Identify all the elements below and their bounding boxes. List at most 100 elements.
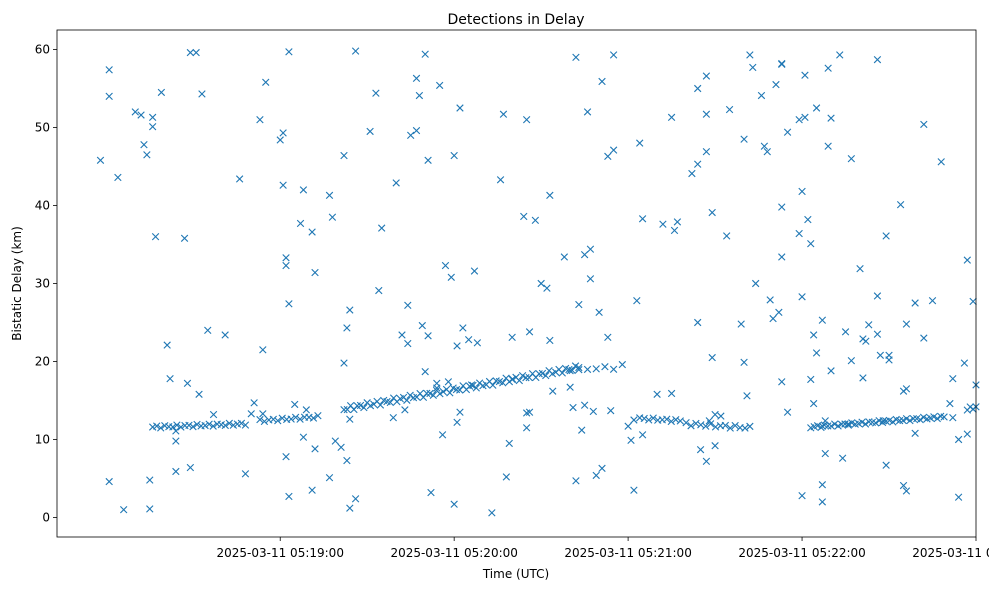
data-point	[583, 365, 592, 374]
data-point	[911, 299, 919, 307]
data-point	[861, 420, 870, 428]
data-point	[546, 336, 554, 345]
data-point	[225, 419, 233, 427]
data-point	[496, 176, 505, 184]
data-point	[522, 424, 531, 432]
data-point	[401, 406, 409, 414]
data-point	[624, 422, 632, 430]
data-point	[801, 113, 809, 122]
data-point	[595, 308, 603, 317]
data-point	[795, 116, 803, 124]
data-point	[566, 383, 574, 391]
data-point	[798, 187, 806, 196]
data-point	[520, 212, 528, 221]
data-point	[470, 267, 479, 275]
data-point	[153, 422, 161, 430]
data-point	[670, 226, 679, 235]
data-point	[649, 414, 657, 422]
data-point	[847, 357, 856, 365]
data-point	[291, 413, 300, 422]
data-point	[838, 454, 847, 462]
data-point	[421, 367, 429, 376]
data-point	[247, 410, 255, 418]
data-point	[749, 63, 757, 72]
data-point	[378, 224, 386, 232]
data-point	[404, 339, 412, 348]
data-point	[269, 415, 278, 423]
data-point	[189, 423, 197, 431]
data-point	[285, 300, 293, 308]
data-point	[896, 201, 905, 209]
data-point	[177, 423, 185, 431]
y-tick-label-3: 30	[35, 277, 50, 291]
data-point	[537, 279, 545, 288]
data-point	[783, 408, 792, 416]
data-point	[525, 328, 534, 336]
data-point	[653, 390, 661, 398]
data-point	[682, 418, 690, 427]
data-point	[148, 113, 157, 122]
data-point	[940, 413, 948, 421]
data-point	[372, 89, 380, 97]
data-point	[418, 321, 426, 330]
data-point	[873, 55, 882, 64]
data-point	[778, 203, 786, 211]
data-point	[746, 51, 754, 59]
data-point	[456, 386, 464, 394]
data-point	[386, 398, 394, 407]
data-point	[186, 48, 195, 57]
data-point	[183, 379, 192, 388]
data-point	[949, 374, 957, 383]
data-point	[844, 421, 853, 429]
data-point	[172, 427, 180, 435]
data-point	[314, 412, 322, 420]
data-point	[398, 331, 406, 339]
data-point	[856, 264, 864, 273]
data-point	[456, 104, 464, 112]
data-point	[424, 156, 432, 164]
data-point	[899, 481, 908, 490]
data-point	[702, 72, 711, 80]
y-axis-label: Bistatic Delay (km)	[10, 226, 24, 341]
data-point	[421, 50, 429, 58]
data-point	[821, 449, 829, 458]
data-point	[618, 360, 627, 369]
data-point	[726, 424, 734, 432]
data-point	[740, 135, 748, 143]
data-point	[137, 111, 145, 119]
data-point	[499, 110, 508, 118]
data-point	[424, 332, 432, 340]
data-point	[235, 175, 244, 183]
data-point	[241, 421, 250, 429]
data-point	[696, 445, 705, 454]
data-point	[630, 416, 638, 424]
data-point	[954, 493, 963, 501]
x-tick-label-1: 2025-03-11 05:20:00	[390, 546, 517, 560]
data-point	[406, 131, 415, 139]
data-point	[895, 416, 904, 425]
data-point	[609, 146, 618, 154]
data-point	[702, 147, 711, 156]
data-point	[351, 495, 360, 503]
data-point	[447, 273, 455, 281]
data-point	[630, 486, 638, 494]
data-point	[450, 500, 458, 508]
data-point	[640, 414, 648, 423]
data-point	[543, 284, 551, 292]
x-tick-label-4: 2025-03-11 05:23:00	[912, 546, 989, 560]
data-point	[575, 365, 583, 374]
data-point	[499, 379, 507, 387]
data-point	[645, 416, 653, 424]
data-point	[804, 215, 812, 224]
data-point	[721, 421, 730, 430]
data-point	[663, 415, 671, 423]
data-point	[412, 126, 421, 135]
data-point	[250, 399, 258, 407]
data-point	[389, 413, 397, 422]
data-point	[331, 437, 339, 445]
data-point	[960, 359, 969, 367]
data-point	[180, 234, 189, 242]
data-point	[456, 408, 464, 416]
data-point	[346, 415, 354, 423]
data-point	[697, 421, 705, 429]
